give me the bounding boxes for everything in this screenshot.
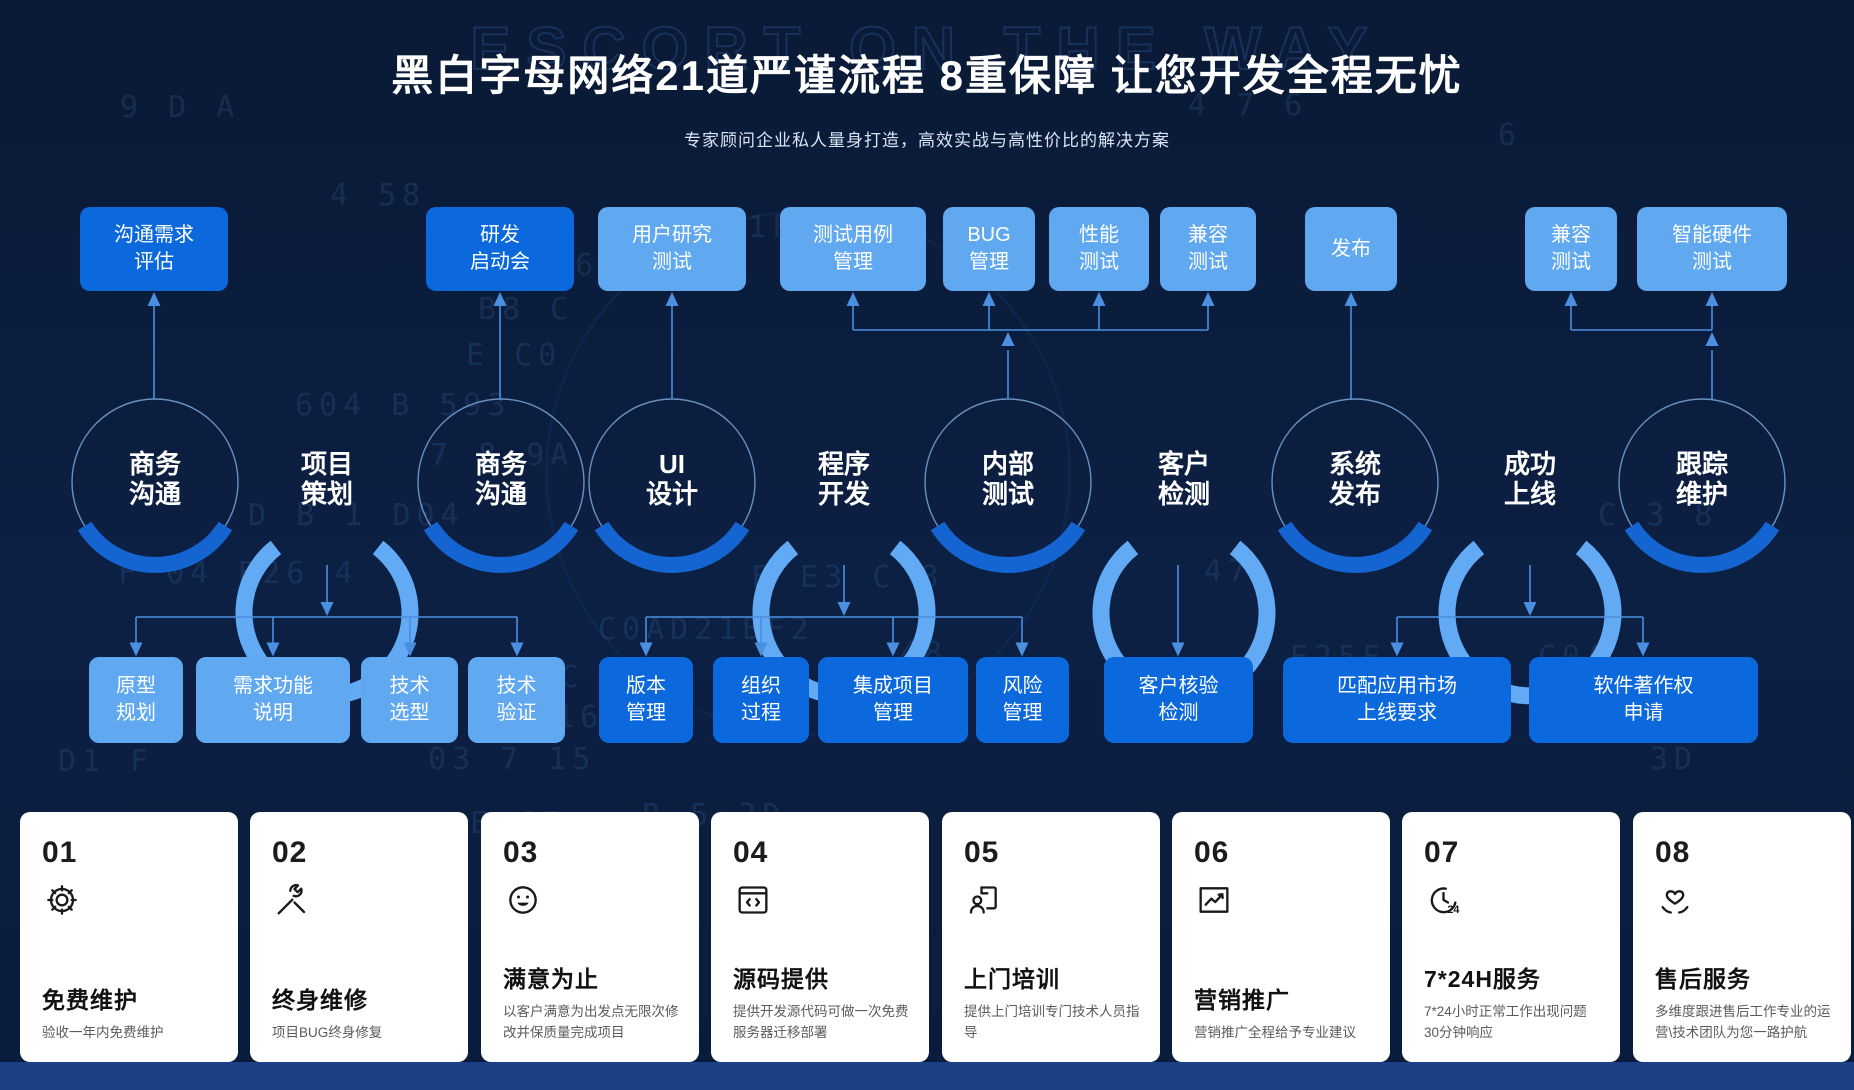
flow-step-circle: 商务 沟通	[474, 449, 527, 509]
flow-substep-top: BUG 管理	[943, 207, 1035, 291]
guarantee-card: 01 免费维护验收一年内免费维护	[20, 812, 238, 1062]
card-description: 以客户满意为出发点无限次修改并保质量完成项目	[503, 1004, 679, 1041]
flow-substep-top: 研发 启动会	[426, 207, 574, 291]
flow-step-circle: 成功 上线	[1503, 449, 1556, 509]
flow-step-circle: 客户 检测	[1157, 449, 1210, 509]
bg-hex-text: 9 D A	[120, 90, 241, 125]
bg-hex-text: D B 1 D04	[248, 498, 465, 533]
trainer-icon	[964, 880, 1140, 922]
card-title: 营销推广	[1194, 987, 1290, 1014]
flow-substep-bottom: 风险 管理	[976, 657, 1069, 743]
card-title: 7*24H服务	[1424, 966, 1541, 993]
bottom-strip	[0, 1062, 1854, 1090]
card-description: 多维度跟进售后工作专业的运营\技术团队为您一路护航	[1655, 1004, 1831, 1041]
flow-substep-bottom: 需求功能 说明	[196, 657, 350, 743]
card-title: 源码提供	[733, 966, 829, 993]
guarantee-card: 04 源码提供提供开发源代码可做一次免费服务器迁移部署	[711, 812, 929, 1062]
guarantee-card: 02 终身维修项目BUG终身修复	[250, 812, 468, 1062]
bg-hex-text: 4 58	[330, 178, 427, 213]
flow-substep-top: 发布	[1305, 207, 1397, 291]
smiley-icon	[503, 880, 679, 922]
guarantee-card: 03 满意为止以客户满意为出发点无限次修改并保质量完成项目	[481, 812, 699, 1062]
card-number: 01	[42, 836, 78, 869]
card-number: 07	[1424, 836, 1460, 869]
card-spacer	[1194, 922, 1370, 981]
card-number: 02	[272, 836, 308, 869]
flow-substep-top: 智能硬件 测试	[1637, 207, 1787, 291]
svg-text:24: 24	[1447, 904, 1459, 916]
page-title: 黑白字母网络21道严谨流程 8重保障 让您开发全程无忧	[391, 52, 1463, 99]
card-number: 04	[733, 836, 769, 869]
flow-step-circle: 程序 开发	[817, 449, 870, 509]
flow-substep-bottom: 客户核验 检测	[1104, 657, 1253, 743]
page-subtitle: 专家顾问企业私人量身打造，高效实战与高性价比的解决方案	[684, 131, 1170, 150]
card-description: 7*24小时正常工作出现问题30分钟响应	[1424, 1004, 1587, 1041]
card-spacer	[272, 922, 448, 981]
card-description: 提供开发源代码可做一次免费服务器迁移部署	[733, 1004, 909, 1041]
flow-substep-bottom: 技术 验证	[468, 657, 565, 743]
card-description: 验收一年内免费维护	[42, 1025, 164, 1041]
card-description: 提供上门培训专门技术人员指导	[964, 1004, 1140, 1041]
bg-hex-text: B8 C	[478, 292, 575, 327]
card-description: 营销推广全程给予专业建议	[1194, 1025, 1356, 1041]
card-title: 上门培训	[964, 966, 1060, 993]
flow-substep-bottom: 集成项目 管理	[818, 657, 968, 743]
flow-substep-bottom: 软件著作权 申请	[1529, 657, 1758, 743]
bg-hex-text: 03 7 15	[428, 742, 597, 777]
card-number: 03	[503, 836, 539, 869]
bg-hex-text: C 3 8	[1598, 498, 1719, 533]
flow-step-circle: 内部 测试	[981, 449, 1034, 509]
flow-substep-top: 兼容 测试	[1160, 207, 1256, 291]
card-title: 售后服务	[1655, 966, 1751, 993]
clock-24-icon: 24	[1424, 880, 1600, 922]
code-window-icon	[733, 880, 909, 922]
flow-step-circle: UI 设计	[645, 449, 698, 509]
flow-step-circle: 跟踪 维护	[1675, 449, 1728, 509]
flow-substep-bottom: 版本 管理	[599, 657, 693, 743]
card-title: 免费维护	[42, 987, 138, 1014]
flow-substep-bottom: 原型 规划	[89, 657, 183, 743]
card-description: 项目BUG终身修复	[272, 1025, 383, 1041]
bg-hex-text: 4 7 6	[1188, 88, 1309, 123]
guarantee-card: 05 上门培训提供上门培训专门技术人员指导	[942, 812, 1160, 1062]
flow-step-circle: 商务 沟通	[128, 449, 181, 509]
flow-substep-top: 性能 测试	[1049, 207, 1149, 291]
gear-icon	[42, 880, 218, 922]
chart-icon	[1194, 880, 1370, 922]
card-number: 05	[964, 836, 1000, 869]
card-spacer	[42, 922, 218, 981]
card-spacer	[964, 922, 1140, 960]
flow-substep-top: 兼容 测试	[1525, 207, 1617, 291]
card-title: 终身维修	[272, 987, 368, 1014]
card-spacer	[1655, 922, 1831, 960]
watermark-text: ESCORT ON THE WAY	[469, 14, 1384, 83]
card-title: 满意为止	[503, 966, 599, 993]
card-spacer	[503, 922, 679, 960]
flow-substep-bottom: 组织 过程	[713, 657, 809, 743]
bg-hex-text: 3D	[1650, 742, 1699, 777]
card-spacer	[1424, 922, 1600, 960]
guarantee-card: 08 售后服务多维度跟进售后工作专业的运营\技术团队为您一路护航	[1633, 812, 1851, 1062]
card-number: 08	[1655, 836, 1691, 869]
flow-substep-bottom: 技术 选型	[361, 657, 458, 743]
flow-substep-bottom: 匹配应用市场 上线要求	[1283, 657, 1511, 743]
guarantee-card: 06 营销推广营销推广全程给予专业建议	[1172, 812, 1390, 1062]
tools-icon	[272, 880, 448, 922]
bg-hex-text: 6	[1498, 118, 1523, 153]
card-number: 06	[1194, 836, 1230, 869]
heart-care-icon	[1655, 880, 1831, 922]
card-spacer	[733, 922, 909, 960]
flow-step-circle: 项目 策划	[300, 449, 353, 509]
flow-substep-top: 沟通需求 评估	[80, 207, 228, 291]
flow-substep-top: 测试用例 管理	[780, 207, 926, 291]
guarantee-card: 07 24 7*24H服务 7*24小时正常工作出现问题30分钟响应	[1402, 812, 1620, 1062]
flow-step-circle: 系统 发布	[1328, 449, 1381, 509]
bg-hex-text: E C0	[466, 338, 563, 373]
bg-hex-text: D1 F	[58, 744, 155, 779]
flow-substep-top: 用户研究 测试	[598, 207, 746, 291]
